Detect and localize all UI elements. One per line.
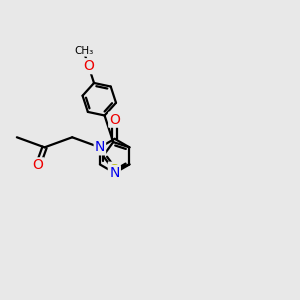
Text: O: O <box>109 113 120 127</box>
Text: O: O <box>83 59 94 73</box>
Text: O: O <box>33 158 44 172</box>
Text: CH₃: CH₃ <box>74 46 93 56</box>
Text: N: N <box>95 140 105 154</box>
Text: S: S <box>109 163 118 177</box>
Text: N: N <box>110 166 120 180</box>
